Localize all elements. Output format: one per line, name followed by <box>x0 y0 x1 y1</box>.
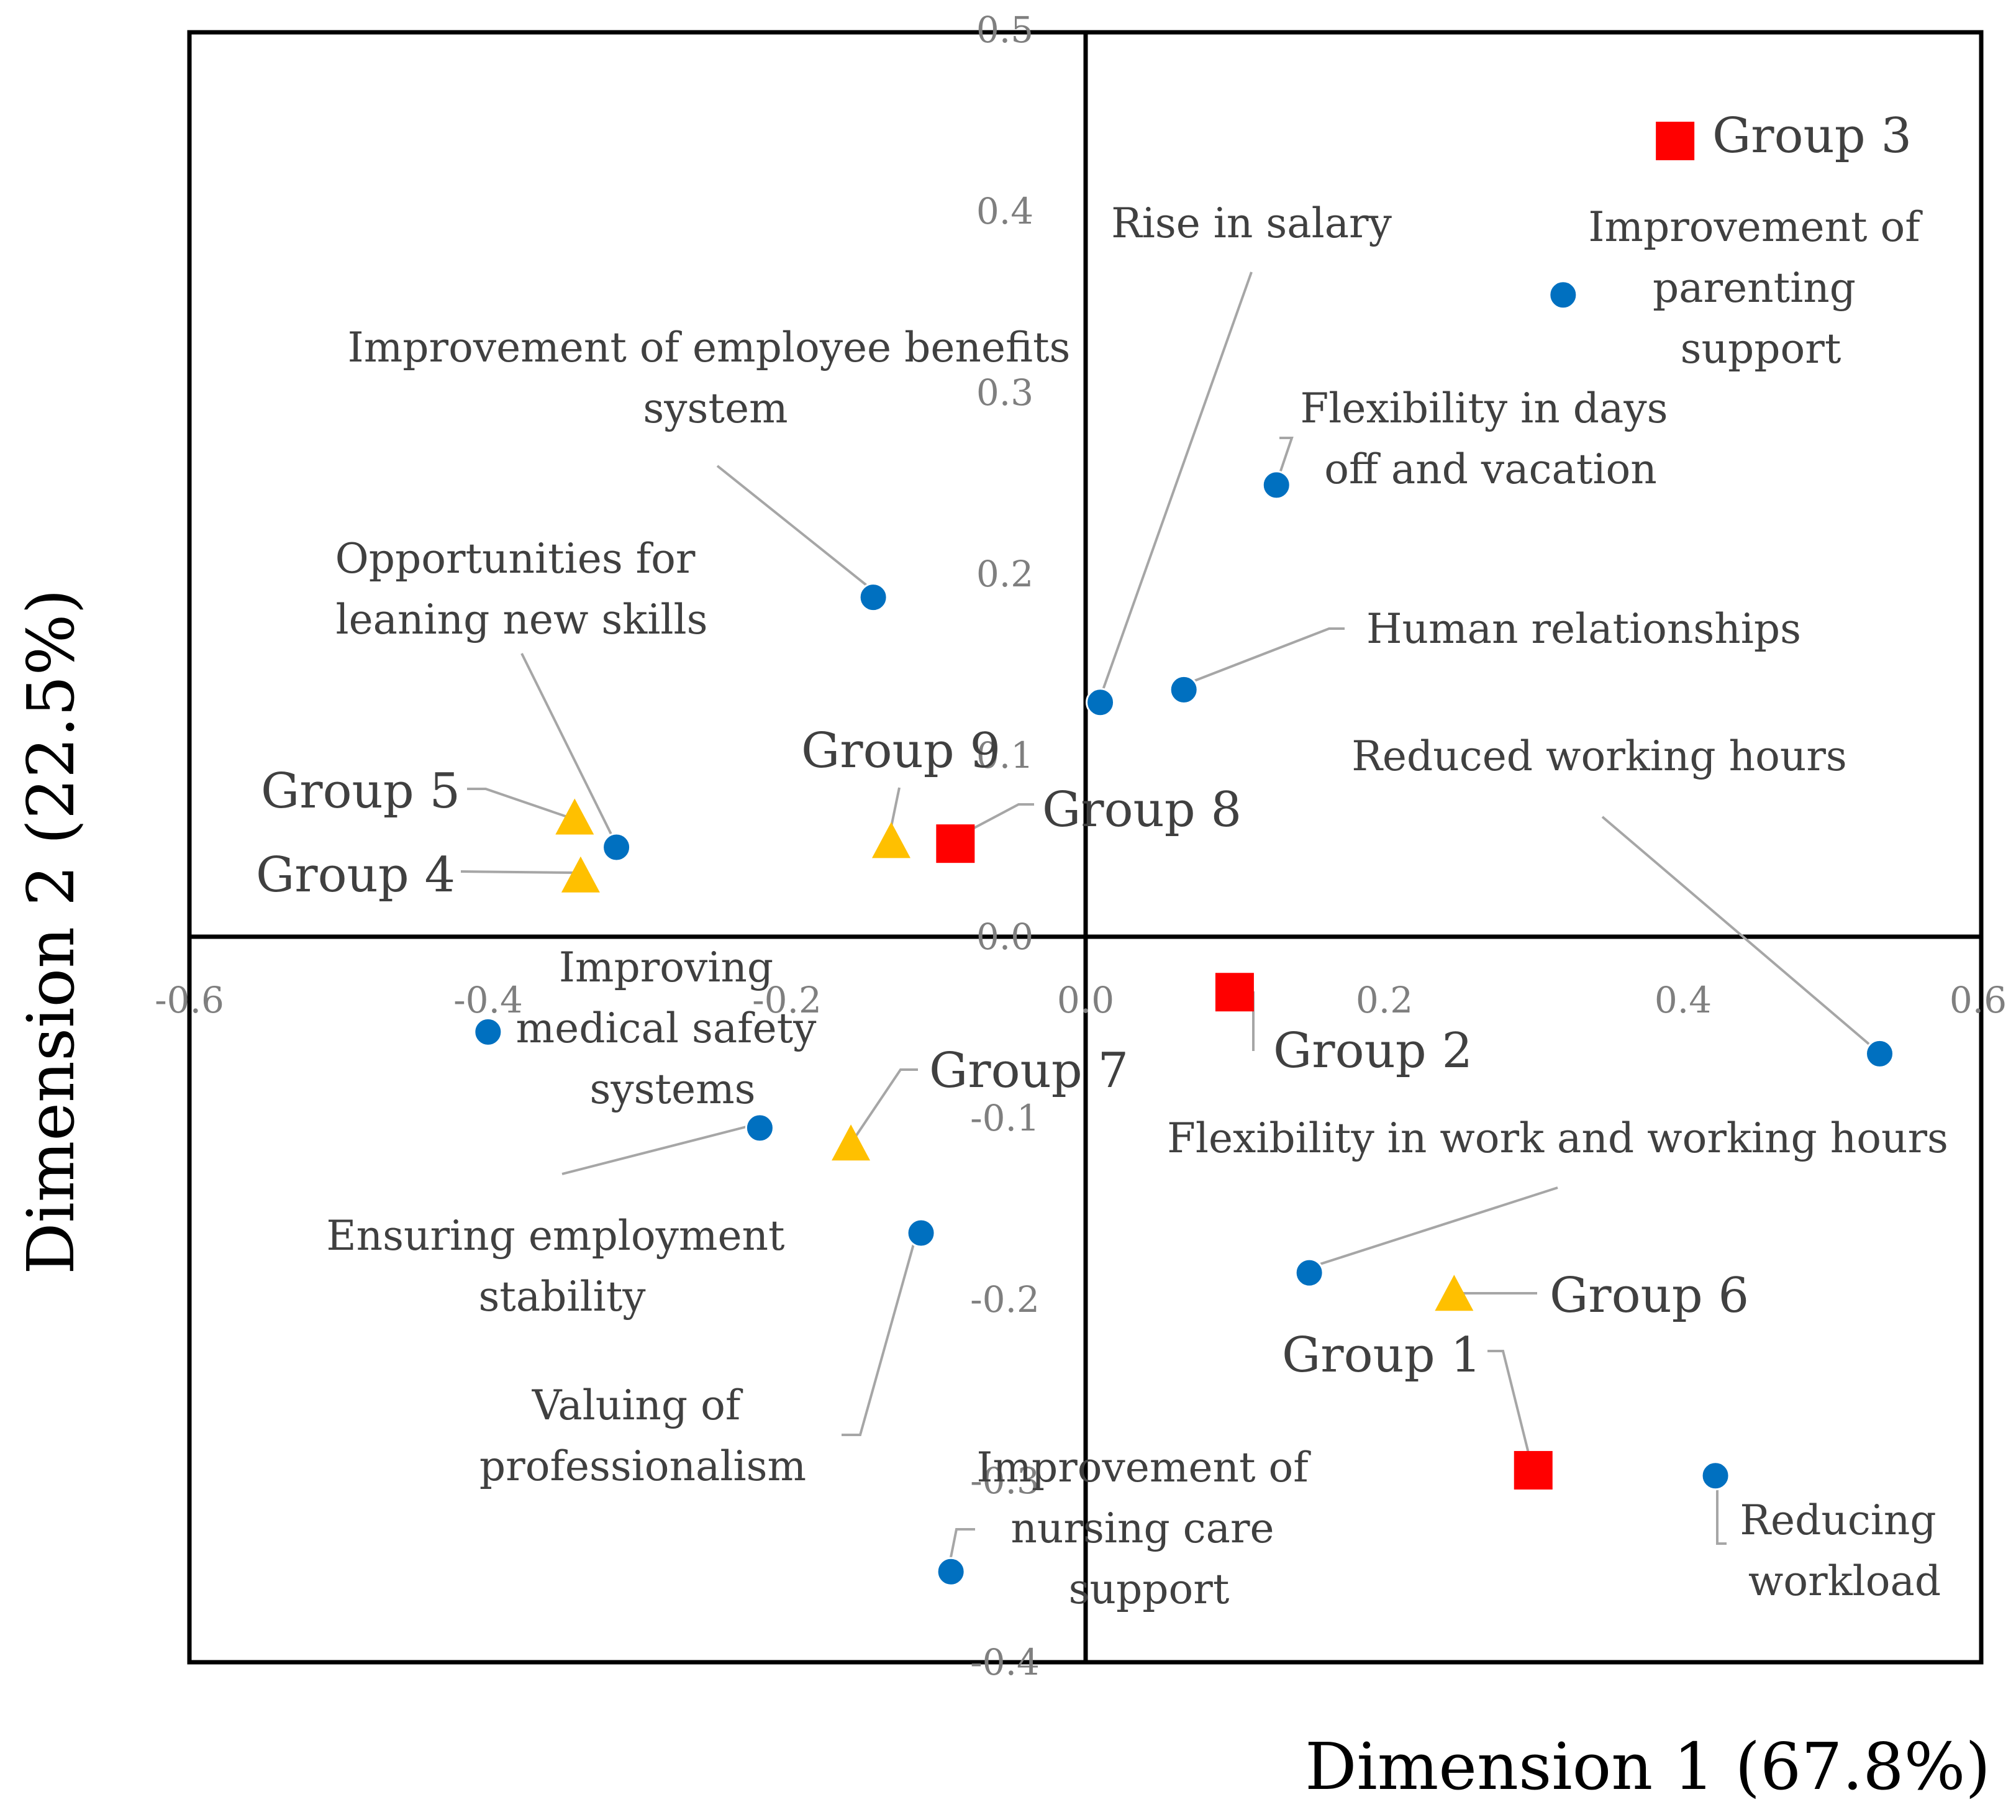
x-tick-label: 0.6 <box>1950 979 2007 1021</box>
point-marker-reduced-working-hours <box>1865 1039 1895 1068</box>
y-tick-label: 0.0 <box>976 916 1033 958</box>
y-tick-label: 0.2 <box>976 553 1033 595</box>
leader-line <box>520 653 616 842</box>
point-label-new-skills: Opportunities for leaning new skills <box>335 535 709 644</box>
leader-line <box>1487 1350 1532 1463</box>
group-marker-group-3 <box>1656 121 1695 160</box>
point-marker-ensuring-employment-stability <box>745 1113 774 1143</box>
x-axis-title: Dimension 1 (67.8%) <box>1305 1729 1991 1804</box>
y-axis-title: Dimension 2 (22.5%) <box>13 589 89 1275</box>
leader-line <box>467 788 573 820</box>
leader-line <box>1310 1186 1558 1268</box>
group-marker-group-4 <box>561 856 600 893</box>
group-marker-group-6 <box>1435 1275 1474 1311</box>
group-marker-group-7 <box>832 1124 871 1161</box>
point-marker-valuing-of-professionalism <box>906 1218 936 1248</box>
group-label: Group 2 <box>1273 1023 1473 1079</box>
point-marker-opportunities-for-leaning-new-skills <box>602 832 632 862</box>
point-label-rise-in-salary: Rise in salary <box>1111 199 1392 247</box>
point-marker-improvement-of-parenting-support <box>1548 280 1578 310</box>
point-marker-improving-medical-safety-systems <box>473 1017 503 1047</box>
x-tick-label: 0.4 <box>1655 979 1712 1021</box>
group-label: Group 5 <box>261 763 460 819</box>
point-marker-rise-in-salary <box>1086 688 1115 717</box>
group-label: Group 7 <box>929 1043 1128 1099</box>
data-markers <box>473 121 1895 1586</box>
y-tick-label: -0.2 <box>970 1278 1040 1321</box>
point-label-medical-safety: Improving medical safety systems <box>516 944 830 1113</box>
point-label-employment-stability: Ensuring employment stability <box>326 1212 797 1321</box>
point-marker-human-relationships <box>1169 675 1199 704</box>
point-label-professionalism: Valuing of professionalism <box>479 1381 806 1490</box>
group-label: Group 1 <box>1282 1327 1481 1383</box>
leader-line <box>1716 1478 1727 1545</box>
x-tick-label: 0.2 <box>1356 979 1413 1021</box>
leader-line <box>956 803 1034 839</box>
leader-line <box>1277 437 1294 479</box>
point-marker-improvement-of-employee-benefits-system <box>858 583 888 612</box>
y-tick-label: 0.4 <box>976 190 1033 232</box>
leader-line <box>1183 627 1345 686</box>
point-label-flexibility-days-off: Flexibility in days off and vacation <box>1301 384 1681 493</box>
point-label-reduced-working-hours: Reduced working hours <box>1351 732 1847 780</box>
x-tick-label: 0.0 <box>1057 979 1114 1021</box>
y-tick-label: -0.3 <box>970 1460 1040 1502</box>
point-marker-flexibility-in-work-and-working-hours <box>1294 1258 1324 1288</box>
group-marker-group-1 <box>1514 1450 1553 1490</box>
y-tick-label: -0.1 <box>970 1097 1040 1139</box>
leader-line <box>851 1068 918 1143</box>
leader-line <box>949 1528 975 1561</box>
group-label: Group 8 <box>1042 782 1242 838</box>
group-marker-group-2 <box>1215 973 1254 1012</box>
point-label-employee-benefits: Improvement of employee benefits system <box>348 324 1084 432</box>
leader-line <box>561 1122 761 1175</box>
leader-lines <box>460 271 1877 1561</box>
leader-line <box>460 870 578 874</box>
point-label-nursing-care: Improvement of nursing care support <box>976 1444 1321 1613</box>
leader-line <box>716 465 874 591</box>
group-label: Group 3 <box>1712 108 1912 164</box>
group-marker-group-8 <box>936 824 975 863</box>
group-label: Group 4 <box>256 847 455 903</box>
leader-line <box>842 1228 919 1436</box>
group-marker-group-9 <box>871 822 910 858</box>
point-labels: Rise in salary Improvement of parenting … <box>326 199 1949 1613</box>
point-marker-flexibility-in-days-off-and-vacation <box>1261 470 1291 500</box>
x-tick-label: -0.2 <box>752 979 822 1021</box>
y-tick-label: -0.4 <box>970 1641 1040 1683</box>
leader-line <box>1098 271 1253 701</box>
point-label-reducing-workload: Reducing workload <box>1740 1496 1949 1605</box>
point-marker-improvement-of-nursing-care-support <box>936 1557 966 1586</box>
leader-line <box>1601 816 1877 1051</box>
group-label: Group 6 <box>1550 1268 1749 1324</box>
point-marker-reducing-workload <box>1700 1461 1730 1491</box>
y-tick-label: 0.5 <box>976 9 1033 51</box>
group-labels: Group 1 Group 2 Group 3 Group 8 Group 4 … <box>256 108 1912 1383</box>
group-marker-group-5 <box>555 798 594 835</box>
y-tick-label: 0.1 <box>976 734 1033 776</box>
group-label: Group 9 <box>801 723 1001 779</box>
x-tick-label: -0.4 <box>453 979 523 1021</box>
point-label-human-relationships: Human relationships <box>1366 605 1801 653</box>
point-label-flexibility-work: Flexibility in work and working hours <box>1167 1114 1948 1162</box>
point-label-parenting-support: Improvement of parenting support <box>1588 203 1933 373</box>
y-tick-label: 0.3 <box>976 371 1033 414</box>
x-tick-label: -0.6 <box>155 979 224 1021</box>
